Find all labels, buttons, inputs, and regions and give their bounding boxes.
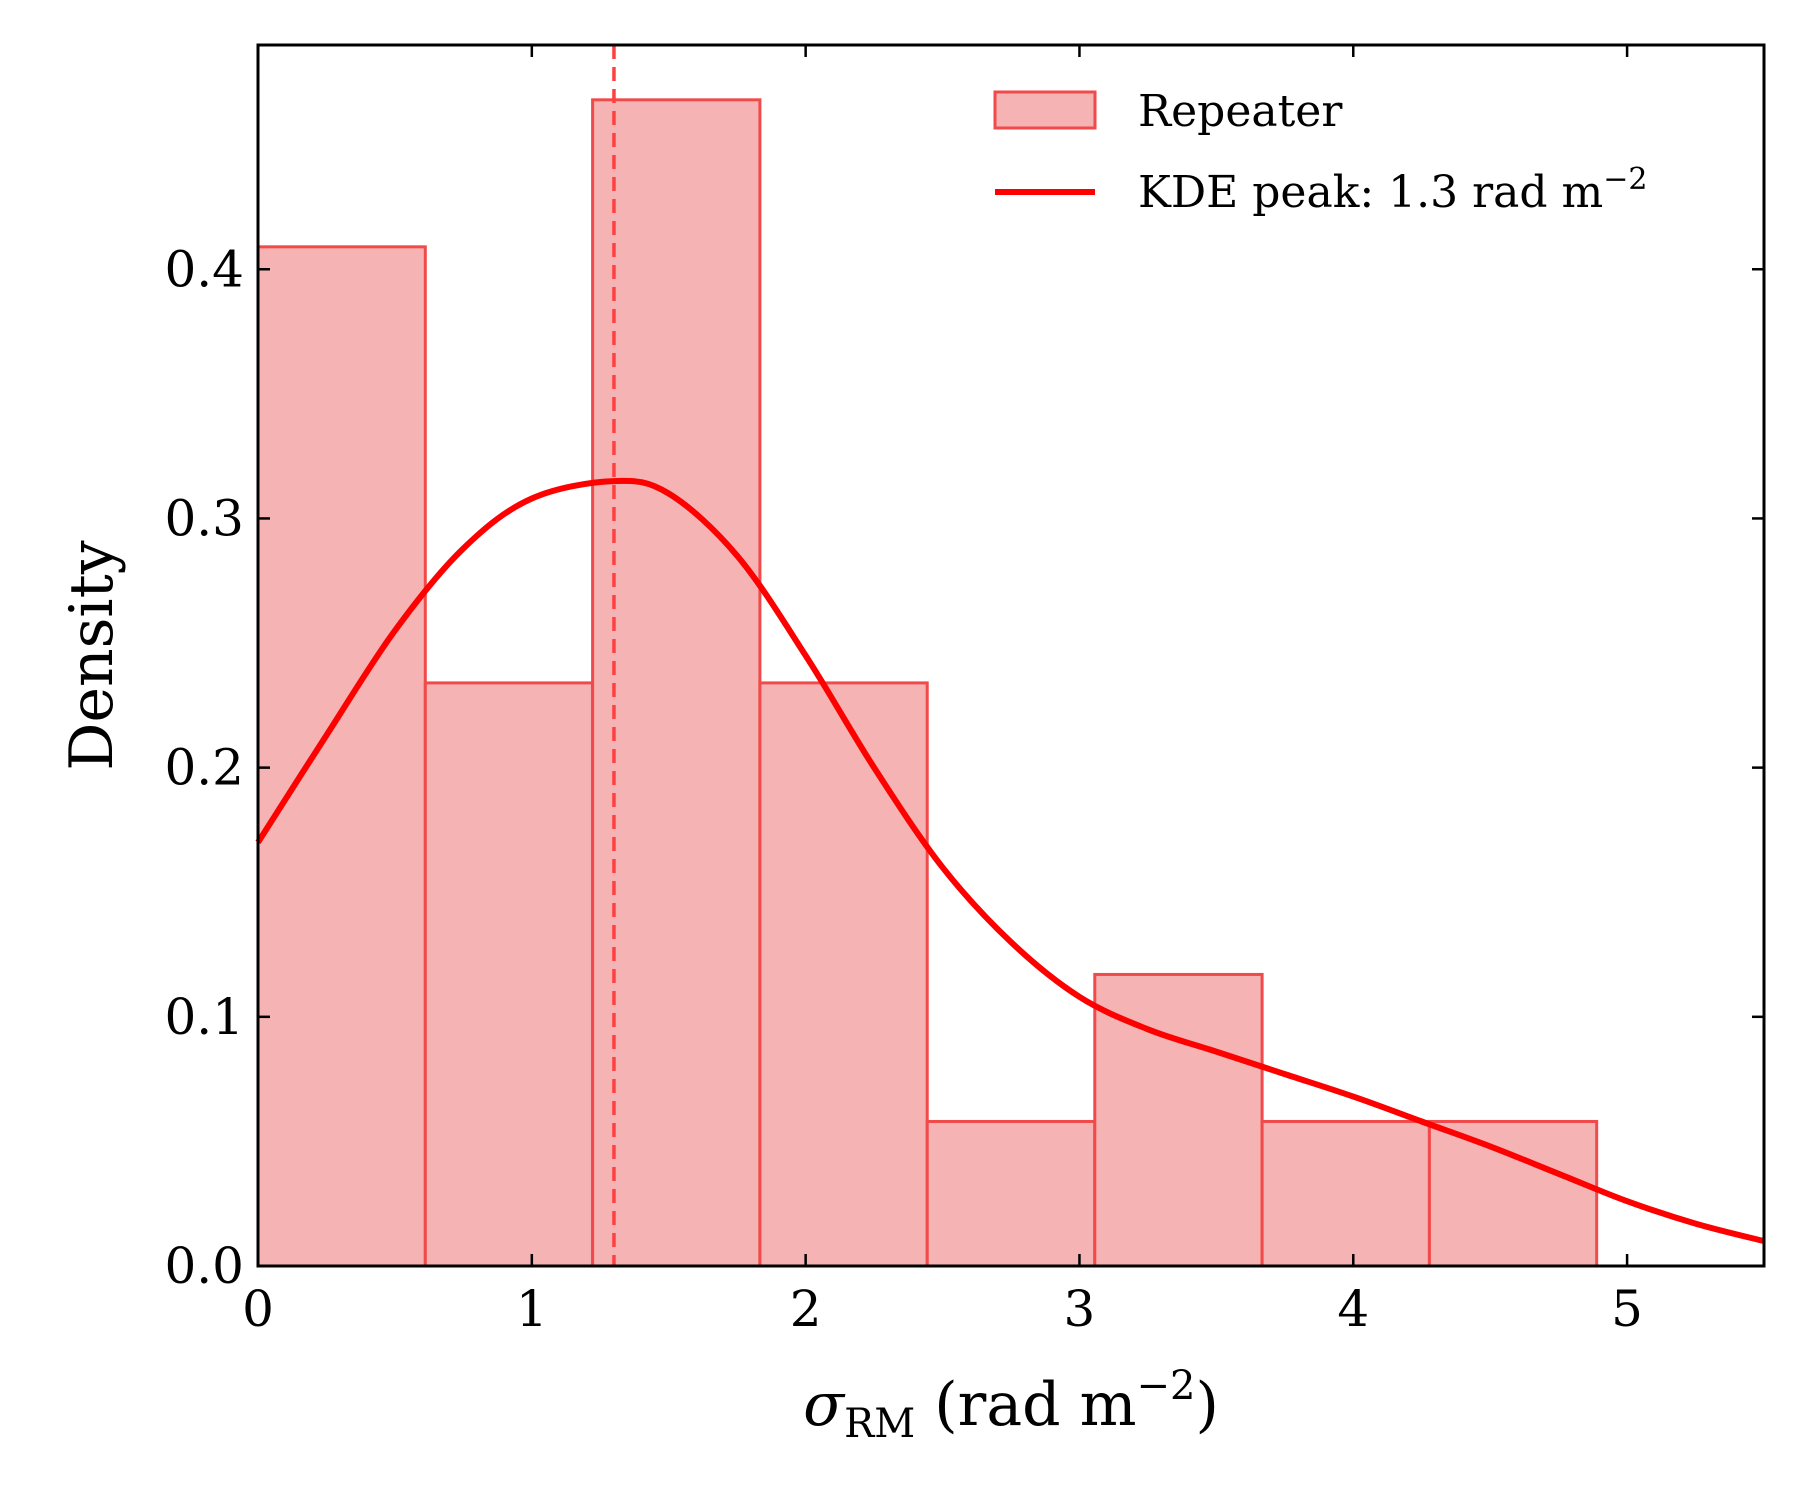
legend-label-kde-text: KDE peak: 1.3 rad m (1138, 167, 1603, 218)
y-tick-label: 0.4 (164, 240, 244, 298)
y-tick-label: 0.3 (164, 489, 244, 547)
legend-label-repeater: Repeater (1138, 86, 1343, 137)
x-axis-label-unit: (rad m (915, 1370, 1136, 1440)
legend: Repeater KDE peak: 1.3 rad m−2 (993, 86, 1648, 218)
x-axis-label: σRM (rad m−2) (803, 1363, 1219, 1447)
kde-curve (255, 477, 1765, 1245)
plot-frame (256, 43, 1766, 1268)
histogram-bar (1427, 1119, 1599, 1268)
x-tick-label: 3 (1064, 1280, 1096, 1338)
x-tick-label: 0 (242, 1280, 274, 1338)
y-axis-label: Density (57, 540, 127, 770)
legend-label-kde-exponent: −2 (1603, 162, 1647, 197)
histogram-bars (256, 98, 1599, 1268)
y-tick-label: 0.2 (164, 739, 244, 797)
x-axis-label-close: ) (1195, 1370, 1218, 1440)
x-axis-label-symbol: σ (803, 1370, 846, 1440)
axis-ticks (256, 45, 1764, 1268)
x-tick-label: 1 (516, 1280, 548, 1338)
histogram-bar (1093, 972, 1264, 1268)
x-tick-label: 2 (790, 1280, 822, 1338)
y-tick-label: 0.1 (164, 988, 244, 1046)
x-tick-label: 5 (1611, 1280, 1643, 1338)
histogram-bar (591, 98, 762, 1268)
legend-label-kde: KDE peak: 1.3 rad m−2 (1138, 162, 1648, 218)
histogram-bar (256, 245, 427, 1268)
x-tick-label: 4 (1337, 1280, 1369, 1338)
x-axis-label-subscript: RM (844, 1401, 915, 1447)
x-axis-label-exponent: −2 (1136, 1363, 1195, 1409)
legend-swatch-repeater (993, 90, 1097, 130)
histogram-bar (1260, 1119, 1431, 1268)
kde-layer (255, 45, 1765, 1266)
histogram-bar (925, 1119, 1097, 1268)
y-tick-label: 0.0 (164, 1237, 244, 1295)
histogram-bar (758, 681, 929, 1268)
tick-labels: 0 1 2 3 4 5 0.0 0.1 0.2 0.3 0.4 (164, 240, 1643, 1338)
histogram-bar (423, 681, 595, 1268)
